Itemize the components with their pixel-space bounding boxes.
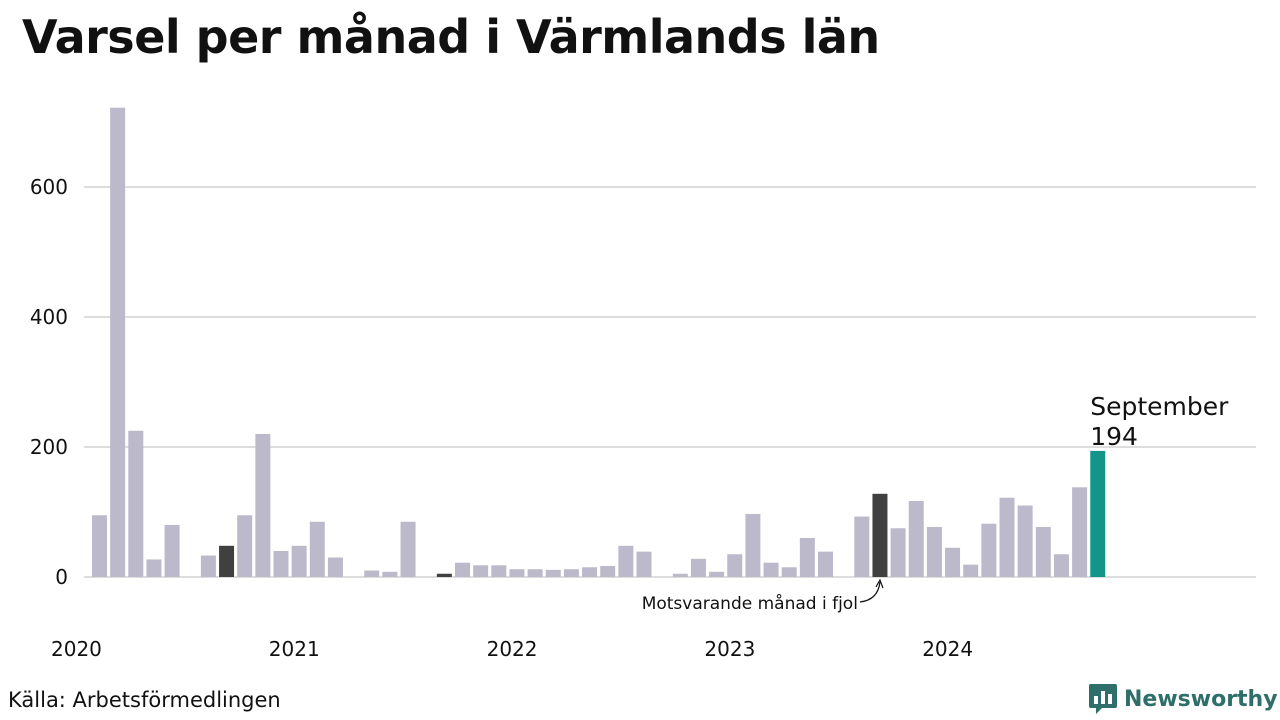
bar [600, 565, 616, 577]
x-tick-label: 2024 [922, 637, 973, 661]
source-note: Källa: Arbetsförmedlingen [8, 688, 281, 712]
bar [509, 569, 525, 577]
bar [745, 513, 761, 577]
bar [400, 521, 416, 577]
bars [92, 107, 1106, 577]
annotation-arrowhead [875, 578, 884, 589]
bar [455, 562, 470, 577]
bar [818, 551, 833, 577]
x-axis-year-labels: 2020 2021 2022 2023 2024 [51, 637, 973, 661]
bar [1072, 487, 1088, 577]
bar [309, 521, 325, 577]
y-tick-label: 0 [55, 565, 68, 589]
y-axis-ticks: 0 200 400 600 [30, 175, 68, 589]
bar-chart-logo-icon [1089, 684, 1117, 714]
bar [981, 523, 997, 577]
bar [963, 564, 979, 577]
bar [436, 573, 452, 577]
bar [854, 516, 870, 577]
bar [781, 567, 797, 577]
current-value-label: 194 [1090, 422, 1138, 451]
bar [237, 515, 253, 577]
current-month-label: September [1090, 392, 1229, 421]
bar [364, 570, 380, 577]
bar [618, 545, 634, 577]
y-tick-label: 600 [30, 175, 68, 199]
y-tick-label: 400 [30, 305, 68, 329]
bar [799, 538, 815, 577]
bar [890, 528, 906, 577]
bar [1053, 554, 1069, 577]
bar [872, 493, 888, 577]
bar [164, 525, 180, 577]
bar [219, 545, 235, 577]
x-tick-label: 2023 [704, 637, 755, 661]
bar [200, 555, 216, 577]
bar [92, 515, 107, 577]
bar [636, 551, 652, 577]
bar [763, 562, 779, 577]
bar [563, 569, 579, 577]
bar [926, 526, 942, 577]
brand: Newsworthy [1088, 682, 1278, 716]
bar [1017, 505, 1033, 577]
bar [582, 567, 598, 577]
bar [945, 547, 961, 577]
bar [999, 497, 1015, 577]
brand-name: Newsworthy [1124, 686, 1278, 712]
bar [255, 434, 271, 577]
bar [545, 569, 561, 577]
annotation-arrow [859, 581, 881, 603]
bar [291, 545, 307, 577]
bar [128, 430, 144, 577]
bar [382, 571, 398, 577]
chart-title: Varsel per månad i Värmlands län [22, 10, 880, 64]
bar [1035, 526, 1051, 577]
bar [491, 565, 507, 577]
bar [327, 557, 343, 577]
x-tick-label: 2022 [487, 637, 538, 661]
bar [473, 565, 489, 577]
bar [110, 107, 126, 577]
x-tick-label: 2020 [51, 637, 102, 661]
bar [527, 569, 543, 577]
bar [709, 571, 725, 577]
bar [1090, 450, 1106, 577]
bar [690, 558, 706, 577]
bar [672, 573, 688, 577]
y-tick-label: 200 [30, 435, 68, 459]
bar [146, 559, 162, 577]
bar [273, 551, 289, 577]
x-tick-label: 2021 [269, 637, 320, 661]
bar [727, 554, 743, 577]
bar [908, 500, 924, 577]
annotation-previous-year: Motsvarande månad i fjol [642, 593, 858, 614]
